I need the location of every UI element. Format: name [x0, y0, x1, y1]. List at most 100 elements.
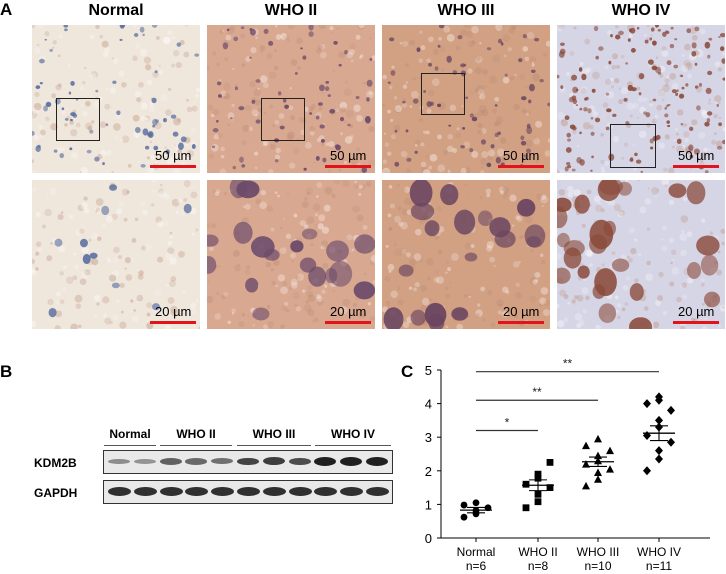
scale-label-who-iii-top: 50 µm	[503, 148, 540, 163]
cell-nucleus	[674, 38, 678, 41]
cell-nucleus	[469, 113, 474, 118]
cell-nucleus	[651, 40, 657, 46]
cell-nucleus	[170, 114, 177, 119]
data-point	[582, 441, 590, 450]
tissue-texture	[557, 180, 725, 329]
cell-nucleus	[504, 73, 508, 77]
cell-nucleus	[249, 27, 253, 31]
cell-nucleus	[234, 86, 239, 91]
cell-nucleus	[462, 127, 466, 130]
data-point	[667, 437, 675, 447]
y-tick-label: 4	[425, 397, 432, 412]
data-point	[606, 446, 614, 455]
cell-nucleus	[698, 82, 703, 87]
cell-nucleus	[685, 83, 689, 87]
cell-nucleus	[657, 28, 661, 32]
scale-label-who-iv-top: 50 µm	[678, 148, 715, 163]
cell-nucleus	[603, 220, 616, 237]
cell-nucleus	[581, 73, 587, 81]
cell-nucleus	[94, 156, 100, 162]
cell-nucleus	[383, 307, 404, 329]
cell-nucleus	[606, 108, 612, 113]
cell-nucleus	[263, 28, 269, 34]
cell-nucleus	[319, 124, 325, 129]
cell-nucleus	[652, 98, 657, 102]
panel-a-label: A	[0, 0, 13, 19]
cell-nucleus	[134, 126, 141, 134]
cell-nucleus	[460, 145, 465, 149]
cell-nucleus	[560, 85, 564, 89]
cell-nucleus	[571, 168, 576, 172]
cell-nucleus	[308, 266, 327, 287]
cell-nucleus	[559, 42, 565, 47]
cell-nucleus	[366, 79, 373, 87]
scale-bar-who-ii-top	[325, 165, 371, 168]
cell-nucleus	[282, 98, 287, 103]
data-point	[534, 490, 542, 498]
gapdh-band	[133, 487, 157, 496]
y-tick-label: 2	[425, 464, 432, 479]
cell-nucleus	[222, 42, 229, 50]
cell-nucleus	[142, 33, 145, 37]
micrograph-who-iii-high-mag	[382, 180, 550, 329]
cell-nucleus	[666, 60, 672, 66]
gapdh-band	[340, 487, 364, 496]
cell-nucleus	[566, 161, 571, 166]
panel-b-label: B	[0, 362, 13, 381]
cell-nucleus	[361, 166, 368, 173]
cell-nucleus	[707, 70, 713, 76]
cell-nucleus	[638, 92, 642, 96]
cell-nucleus	[610, 33, 613, 38]
tissue-texture	[382, 180, 550, 329]
scale-bar-who-iii-top	[498, 165, 544, 168]
cell-nucleus	[500, 42, 504, 46]
cell-nucleus	[151, 303, 160, 311]
data-point	[643, 431, 651, 441]
micrograph-normal-low-mag	[32, 25, 200, 173]
cell-nucleus	[39, 81, 43, 85]
cell-nucleus	[394, 129, 398, 133]
x-tick-label: Normal	[457, 545, 496, 559]
cell-nucleus	[353, 281, 375, 300]
cell-nucleus	[627, 84, 634, 92]
gapdh-band	[262, 487, 286, 496]
tissue-texture	[32, 25, 200, 173]
cell-nucleus	[133, 32, 139, 37]
gapdh-band	[159, 487, 183, 496]
cell-nucleus	[412, 98, 419, 104]
cell-nucleus	[37, 144, 41, 148]
cell-nucleus	[154, 70, 158, 74]
cell-nucleus	[486, 162, 492, 168]
cell-nucleus	[309, 112, 313, 115]
cell-nucleus	[398, 264, 414, 277]
cell-nucleus	[54, 238, 63, 247]
blot-strip-gapdh	[103, 480, 393, 504]
data-point	[643, 466, 651, 476]
cell-nucleus	[566, 132, 571, 138]
cell-nucleus	[523, 154, 527, 158]
cell-nucleus	[618, 30, 624, 36]
data-point	[667, 405, 675, 415]
lane-label-who-iii: WHO III	[252, 427, 296, 441]
cell-nucleus	[70, 118, 73, 122]
cell-nucleus	[241, 164, 246, 168]
cell-nucleus	[390, 70, 396, 76]
cell-nucleus	[194, 53, 200, 57]
y-tick-label: 0	[425, 531, 432, 546]
cell-nucleus	[625, 62, 628, 65]
cell-nucleus	[63, 25, 69, 28]
cell-nucleus	[579, 107, 583, 111]
cell-nucleus	[414, 150, 418, 154]
cell-nucleus	[557, 267, 571, 284]
cell-nucleus	[694, 26, 700, 32]
cell-nucleus	[643, 111, 647, 115]
cell-nucleus	[526, 123, 531, 129]
lane-label-normal: Normal	[109, 427, 151, 441]
cell-nucleus	[61, 107, 65, 111]
roi-box-who-iv	[610, 124, 656, 168]
cell-nucleus	[686, 181, 706, 205]
tissue-texture	[557, 25, 725, 173]
cell-nucleus	[303, 167, 307, 171]
cell-nucleus	[151, 97, 157, 104]
